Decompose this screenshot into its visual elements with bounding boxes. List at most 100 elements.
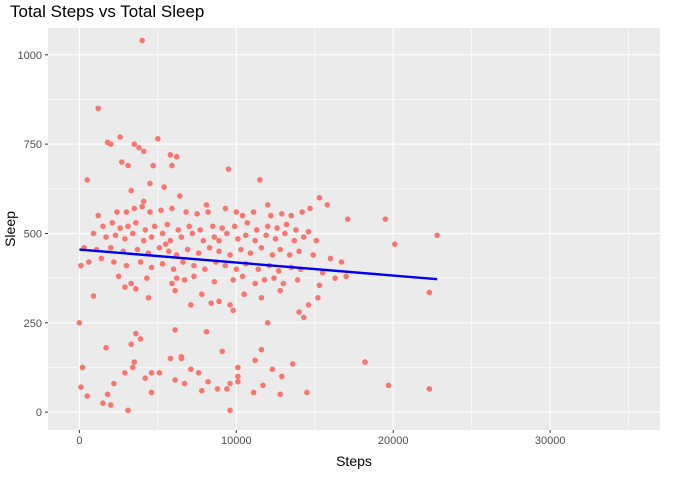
data-point bbox=[296, 248, 302, 255]
y-axis-title: Sleep bbox=[2, 211, 18, 247]
data-point bbox=[188, 302, 194, 308]
data-point bbox=[269, 366, 276, 373]
data-point bbox=[103, 345, 109, 351]
data-point bbox=[147, 180, 153, 187]
data-point bbox=[362, 359, 368, 365]
data-point bbox=[175, 227, 182, 233]
data-point bbox=[239, 273, 246, 280]
data-point bbox=[222, 262, 229, 269]
data-point bbox=[125, 223, 131, 230]
data-point bbox=[164, 221, 171, 228]
data-point bbox=[202, 266, 208, 273]
data-point bbox=[252, 357, 258, 364]
data-point bbox=[264, 320, 271, 326]
data-point bbox=[291, 237, 298, 244]
x-axis-title: Steps bbox=[336, 453, 372, 469]
data-point bbox=[206, 244, 213, 251]
data-point bbox=[300, 234, 307, 240]
data-point bbox=[235, 364, 241, 371]
data-point bbox=[148, 389, 155, 396]
data-point bbox=[144, 275, 150, 281]
data-point bbox=[244, 219, 251, 226]
data-point bbox=[305, 228, 312, 235]
data-point bbox=[279, 211, 285, 217]
data-point bbox=[257, 177, 263, 183]
data-point bbox=[216, 248, 222, 255]
data-point bbox=[122, 370, 128, 376]
data-point bbox=[167, 237, 174, 244]
data-point bbox=[316, 282, 323, 289]
data-point bbox=[107, 402, 114, 408]
data-point bbox=[313, 237, 320, 244]
data-point bbox=[117, 134, 123, 140]
data-point bbox=[180, 259, 186, 265]
data-point bbox=[95, 212, 102, 219]
data-point bbox=[90, 230, 97, 237]
data-point bbox=[258, 346, 265, 353]
data-point bbox=[133, 219, 139, 226]
data-point bbox=[258, 294, 265, 301]
data-point bbox=[203, 328, 210, 335]
data-point bbox=[264, 223, 271, 230]
data-point bbox=[392, 241, 398, 247]
chart-title: Total Steps vs Total Sleep bbox=[10, 2, 204, 21]
data-point bbox=[140, 198, 147, 205]
x-tick-label: 0 bbox=[76, 435, 82, 447]
data-point bbox=[258, 244, 265, 251]
data-point bbox=[189, 230, 196, 237]
data-point bbox=[307, 205, 313, 212]
x-axis-ticks: 0 10000 20000 30000 bbox=[76, 430, 565, 447]
data-point bbox=[169, 162, 175, 169]
data-point bbox=[158, 207, 164, 214]
data-point bbox=[139, 203, 145, 210]
data-point bbox=[277, 246, 284, 253]
data-point bbox=[268, 212, 274, 219]
data-point bbox=[194, 211, 200, 217]
data-point bbox=[167, 355, 174, 362]
data-point bbox=[219, 225, 225, 231]
data-point bbox=[208, 300, 214, 306]
data-point bbox=[426, 289, 433, 296]
data-point bbox=[117, 225, 123, 231]
data-point bbox=[261, 277, 268, 283]
data-point bbox=[156, 244, 163, 251]
data-point bbox=[255, 266, 262, 273]
data-point bbox=[227, 380, 233, 387]
data-point bbox=[426, 386, 433, 392]
data-point bbox=[151, 223, 158, 230]
data-point bbox=[137, 259, 144, 265]
data-point bbox=[159, 261, 166, 267]
data-point bbox=[332, 275, 338, 281]
data-point bbox=[133, 330, 139, 337]
y-tick-label: 250 bbox=[24, 318, 42, 330]
data-point bbox=[188, 366, 194, 373]
data-point bbox=[211, 234, 218, 240]
data-point bbox=[114, 209, 120, 215]
data-point bbox=[305, 302, 312, 308]
data-point bbox=[279, 373, 285, 380]
data-point bbox=[290, 361, 296, 367]
data-point bbox=[86, 259, 92, 265]
data-point bbox=[238, 246, 244, 253]
data-point bbox=[128, 341, 134, 348]
data-point bbox=[233, 266, 240, 273]
plot-panel bbox=[48, 28, 660, 430]
data-point bbox=[172, 377, 178, 383]
data-point bbox=[103, 234, 109, 240]
data-point bbox=[205, 209, 211, 215]
data-point bbox=[227, 302, 233, 308]
data-point bbox=[294, 277, 301, 283]
data-point bbox=[167, 152, 174, 158]
data-point bbox=[131, 359, 138, 365]
data-point bbox=[123, 262, 130, 269]
data-point bbox=[203, 202, 210, 208]
x-tick-label: 20000 bbox=[378, 435, 409, 447]
data-point bbox=[178, 353, 185, 360]
data-point bbox=[169, 205, 175, 212]
data-point bbox=[122, 236, 128, 242]
data-point bbox=[183, 209, 189, 215]
data-point bbox=[111, 259, 117, 265]
data-point bbox=[271, 275, 277, 281]
data-point bbox=[109, 219, 116, 226]
